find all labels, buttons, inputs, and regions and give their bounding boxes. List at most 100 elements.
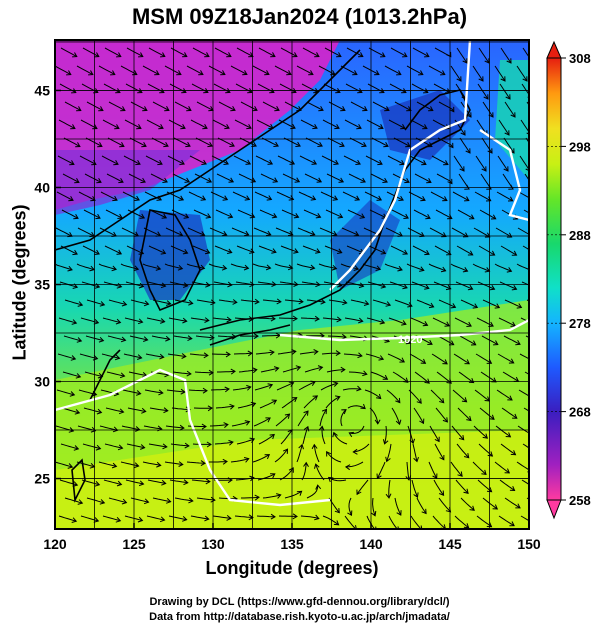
streamline xyxy=(435,407,448,423)
streamline xyxy=(64,299,83,306)
streamline-arrow xyxy=(413,492,419,498)
streamline xyxy=(350,299,369,305)
streamline-arrow xyxy=(294,177,301,183)
streamline-arrow xyxy=(533,322,538,327)
streamline xyxy=(389,83,407,93)
streamline xyxy=(142,65,160,75)
streamline-arrow xyxy=(201,159,207,165)
streamline-arrow xyxy=(318,425,325,431)
streamline xyxy=(64,497,83,504)
streamline xyxy=(233,352,253,355)
streamline-arrow xyxy=(318,106,324,112)
streamline xyxy=(482,497,498,510)
streamline xyxy=(500,443,516,456)
streamline-arrow xyxy=(165,335,171,342)
streamline xyxy=(517,425,529,434)
streamline-arrow xyxy=(284,413,291,419)
streamline-arrow xyxy=(229,403,235,410)
streamline-arrow xyxy=(534,449,539,453)
streamline xyxy=(518,389,529,397)
streamline-arrow xyxy=(272,177,279,183)
streamline-arrow xyxy=(376,195,383,201)
streamline-arrow xyxy=(156,461,162,468)
streamline xyxy=(61,407,80,414)
streamline xyxy=(318,263,337,270)
colorbar: 308 298 288 278 268 258 xyxy=(546,40,591,520)
streamline xyxy=(300,119,318,129)
streamline xyxy=(104,47,122,58)
streamline-arrow xyxy=(159,516,166,523)
streamline-arrow xyxy=(295,141,301,147)
streamline-arrow xyxy=(94,52,100,58)
streamline-arrow xyxy=(439,398,445,404)
streamline xyxy=(216,173,234,183)
longitude-ticks: 120 125 130 135 140 145 150 xyxy=(43,523,541,552)
streamline-arrow xyxy=(445,284,452,291)
streamline-arrow xyxy=(531,358,536,362)
streamline-arrow xyxy=(341,333,347,340)
streamline-arrow xyxy=(489,414,495,420)
streamline xyxy=(186,65,204,75)
streamline-arrow xyxy=(347,510,353,517)
streamline xyxy=(456,245,473,256)
streamline xyxy=(145,155,163,165)
streamline-arrow xyxy=(138,52,144,58)
streamline-arrow xyxy=(230,105,236,112)
streamline-arrow xyxy=(243,457,250,463)
streamline xyxy=(284,490,302,499)
streamline xyxy=(392,371,409,383)
streamline xyxy=(107,137,125,147)
streamline xyxy=(296,263,315,269)
streamline xyxy=(482,101,494,118)
streamline xyxy=(347,405,366,409)
streamline-arrow xyxy=(456,76,462,82)
streamline xyxy=(124,119,142,129)
streamline xyxy=(521,83,529,96)
streamline-arrow xyxy=(176,70,182,76)
streamline xyxy=(428,263,446,272)
streamline xyxy=(281,209,299,218)
streamline-arrow xyxy=(342,299,348,306)
streamline-arrow xyxy=(309,230,316,237)
streamline-arrow xyxy=(421,160,427,166)
streamline xyxy=(327,137,345,147)
streamline-arrow xyxy=(247,350,253,357)
streamline-arrow xyxy=(376,393,382,400)
streamline xyxy=(165,227,183,236)
streamline-arrow xyxy=(289,159,296,165)
streamline-arrow xyxy=(488,112,494,118)
streamline-arrow xyxy=(92,124,98,130)
streamline-arrow xyxy=(375,265,382,271)
streamline xyxy=(144,191,162,201)
streamline xyxy=(152,497,171,503)
streamline-arrow xyxy=(466,415,472,422)
streamline xyxy=(151,137,169,147)
streamline-arrow xyxy=(395,419,402,426)
streamline-arrow xyxy=(142,106,148,112)
streamline-arrow xyxy=(88,70,94,76)
streamline-arrow xyxy=(512,413,518,419)
streamline xyxy=(253,417,271,427)
streamline-arrow xyxy=(139,213,146,219)
streamline-arrow xyxy=(225,351,231,358)
streamline xyxy=(58,515,77,522)
streamline-arrow xyxy=(492,504,499,510)
streamline xyxy=(120,263,139,270)
streamline-arrow xyxy=(418,70,424,76)
streamline xyxy=(85,137,103,147)
streamline xyxy=(388,119,406,129)
streamline xyxy=(474,389,490,402)
streamline-arrow xyxy=(468,378,475,384)
streamline-arrow xyxy=(207,405,213,412)
streamline xyxy=(497,155,509,172)
streamline-arrow xyxy=(308,70,314,76)
streamline xyxy=(232,191,250,200)
streamline xyxy=(168,317,187,322)
streamline-arrow xyxy=(75,142,81,148)
streamline xyxy=(474,191,491,202)
streamline-arrow xyxy=(133,265,140,272)
streamline xyxy=(168,515,187,521)
streamline xyxy=(385,227,403,237)
streamline xyxy=(524,371,529,375)
streamline-arrow xyxy=(181,353,187,359)
